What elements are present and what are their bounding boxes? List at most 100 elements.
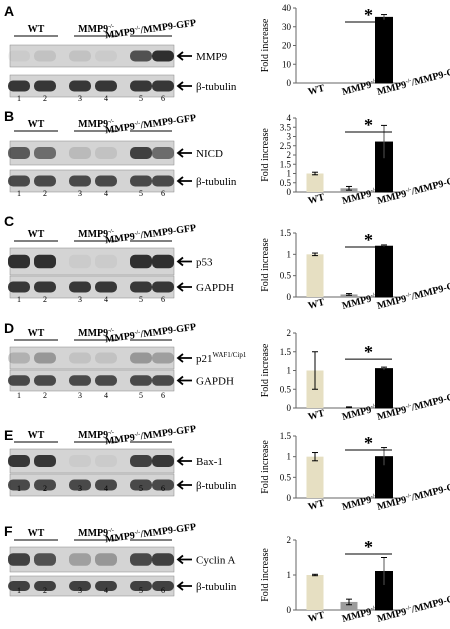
x-category-label: WT — [307, 192, 326, 207]
y-tick-label: 30 — [282, 22, 292, 32]
lane-number: 1 — [17, 586, 21, 595]
arrow-left-icon — [176, 353, 192, 363]
blot-band — [34, 281, 56, 293]
group-label: MMP9-/-​ — [78, 528, 114, 539]
baseline-reset: ​ — [140, 120, 142, 131]
blot-target-label: MMP9 — [196, 51, 228, 63]
x-category-label: MMP9-/-​ — [341, 78, 378, 98]
significance-star: * — [364, 5, 373, 25]
lane-number: 5 — [139, 295, 143, 304]
blot-band — [69, 50, 91, 62]
superscript: -/- — [370, 605, 377, 612]
blot-band — [152, 581, 174, 591]
lane-number: 3 — [78, 295, 82, 304]
label-part: WT — [28, 24, 45, 35]
panel-letter: A — [4, 3, 14, 19]
group-label: MMP9-/-​/MMP9-GFP — [104, 522, 196, 546]
panel-letter: E — [4, 427, 13, 443]
arrow-left-icon — [176, 256, 192, 267]
y-tick-label: 0.5 — [280, 384, 292, 394]
blot-band — [152, 254, 174, 269]
label-part: WT — [28, 328, 45, 339]
lane-number: 6 — [161, 586, 165, 595]
group-label: MMP9-/-​/MMP9-GFP — [104, 322, 196, 346]
blot-band — [69, 254, 91, 269]
baseline-reset: ​ — [140, 329, 142, 340]
baseline-reset: ​ — [140, 230, 142, 241]
blot-target-label: GAPDH — [196, 282, 234, 294]
blot-band — [8, 479, 30, 491]
blot-band — [130, 281, 152, 293]
blot-band — [95, 455, 117, 467]
blot-band — [69, 479, 91, 491]
y-tick-label: 0 — [287, 292, 292, 302]
blot-band — [69, 281, 91, 293]
significance-star: * — [364, 230, 373, 250]
blot-band — [130, 581, 152, 591]
y-tick-label: 2 — [287, 150, 292, 160]
blot-target-label: p53 — [196, 257, 213, 269]
superscript: -/- — [134, 329, 140, 336]
label-part: /MMP9-GFP — [409, 278, 450, 303]
lane-number: 1 — [17, 189, 21, 198]
lane-number: 2 — [43, 189, 47, 198]
blot-band — [95, 50, 117, 62]
lane-number: 5 — [139, 189, 143, 198]
group-label: MMP9-/-​/MMP9-GFP — [104, 223, 196, 247]
blot-band — [130, 254, 152, 269]
group-label: WT — [28, 528, 45, 539]
blot-band — [130, 455, 152, 467]
lane-number: 4 — [104, 295, 108, 304]
blot-band — [34, 254, 56, 269]
superscript: -/- — [108, 229, 114, 235]
blot-band — [8, 147, 30, 159]
blot-band — [8, 254, 30, 269]
blot-band — [8, 175, 30, 187]
y-tick-label: 40 — [282, 3, 292, 13]
blot-band — [69, 80, 91, 92]
superscript: -/- — [134, 529, 140, 536]
blot-band — [34, 553, 56, 566]
group-label: MMP9-/-​ — [78, 229, 114, 240]
superscript: -/- — [370, 493, 377, 500]
label-part: /MMP9-GFP — [409, 389, 450, 414]
y-tick-label: 2.5 — [280, 141, 292, 151]
lane-number: 4 — [104, 94, 108, 103]
blot-band — [152, 50, 174, 62]
blot-band — [152, 553, 174, 566]
significance-star: * — [364, 115, 373, 135]
group-label: MMP9-/-​/MMP9-GFP — [104, 113, 196, 137]
superscript: -/- — [134, 230, 140, 237]
bar — [340, 601, 358, 610]
lane-number: 5 — [139, 484, 143, 493]
blot-band — [34, 455, 56, 467]
lane-number: 1 — [17, 484, 21, 493]
lane-number: 2 — [43, 484, 47, 493]
lane-number: 5 — [139, 94, 143, 103]
lane-number: 3 — [78, 586, 82, 595]
panel-B: BWTMMP9-/-​MMP9-/-​/MMP9-GFPNICDβ-tubuli… — [4, 108, 237, 198]
bar — [306, 575, 324, 610]
blot-band — [130, 175, 152, 187]
blot-band — [130, 375, 152, 386]
label-part: WT — [28, 528, 45, 539]
superscript: -/- — [370, 403, 377, 410]
y-tick-label: 0 — [287, 403, 292, 413]
superscript: -/- — [405, 403, 412, 410]
arrow-left-icon — [176, 176, 192, 186]
panel-letter: F — [4, 523, 13, 539]
label-part: /MMP9-GFP — [139, 522, 197, 541]
x-category-label: MMP9-/-​ — [341, 403, 378, 423]
blot-band — [69, 455, 91, 467]
label-part: MMP9 — [104, 121, 135, 136]
blot-band — [34, 80, 56, 92]
bar — [375, 368, 393, 409]
blot-band — [130, 147, 152, 159]
lane-number: 2 — [43, 586, 47, 595]
y-tick-label: 2 — [287, 535, 292, 545]
blot-band — [95, 479, 117, 491]
label-part: MMP9 — [78, 119, 108, 130]
